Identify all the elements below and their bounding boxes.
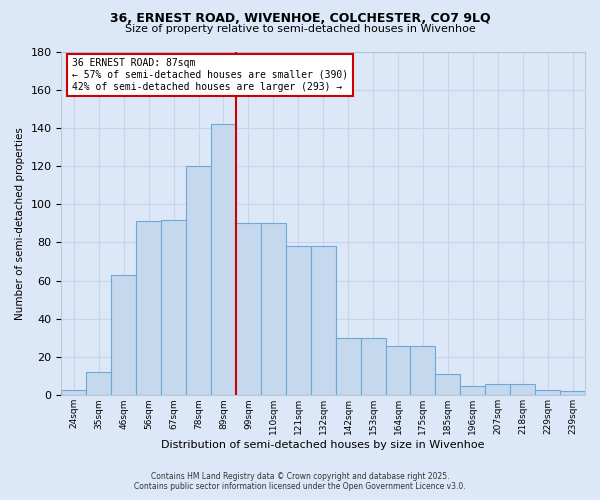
Bar <box>61 390 86 396</box>
Bar <box>436 374 460 396</box>
Bar <box>560 392 585 396</box>
Bar <box>236 224 261 396</box>
Bar <box>460 386 485 396</box>
Bar <box>361 338 386 396</box>
Bar <box>136 222 161 396</box>
Text: 36, ERNEST ROAD, WIVENHOE, COLCHESTER, CO7 9LQ: 36, ERNEST ROAD, WIVENHOE, COLCHESTER, C… <box>110 12 490 26</box>
Bar <box>111 275 136 396</box>
X-axis label: Distribution of semi-detached houses by size in Wivenhoe: Distribution of semi-detached houses by … <box>161 440 485 450</box>
Bar <box>335 338 361 396</box>
Bar <box>485 384 510 396</box>
Y-axis label: Number of semi-detached properties: Number of semi-detached properties <box>15 127 25 320</box>
Text: 36 ERNEST ROAD: 87sqm
← 57% of semi-detached houses are smaller (390)
42% of sem: 36 ERNEST ROAD: 87sqm ← 57% of semi-deta… <box>72 58 348 92</box>
Bar <box>535 390 560 396</box>
Bar <box>186 166 211 396</box>
Bar <box>161 220 186 396</box>
Bar <box>86 372 111 396</box>
Text: Size of property relative to semi-detached houses in Wivenhoe: Size of property relative to semi-detach… <box>125 24 475 34</box>
Text: Contains HM Land Registry data © Crown copyright and database right 2025.
Contai: Contains HM Land Registry data © Crown c… <box>134 472 466 491</box>
Bar <box>386 346 410 396</box>
Bar <box>510 384 535 396</box>
Bar <box>311 246 335 396</box>
Bar <box>410 346 436 396</box>
Bar <box>286 246 311 396</box>
Bar <box>211 124 236 396</box>
Bar <box>261 224 286 396</box>
